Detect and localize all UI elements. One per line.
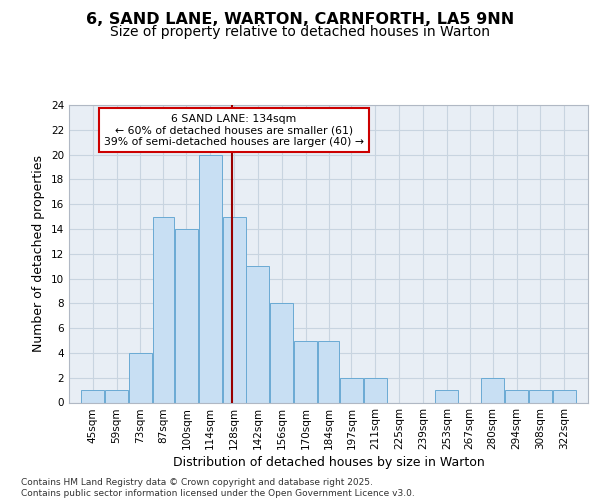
Bar [435,390,458,402]
Bar [82,390,104,402]
Bar [199,154,222,402]
Text: Size of property relative to detached houses in Warton: Size of property relative to detached ho… [110,25,490,39]
Bar [129,353,152,403]
Bar [270,304,293,402]
Bar [153,216,174,402]
Bar [340,378,363,402]
Bar [318,340,339,402]
Text: Contains HM Land Registry data © Crown copyright and database right 2025.
Contai: Contains HM Land Registry data © Crown c… [21,478,415,498]
Bar [481,378,504,402]
Bar [175,229,198,402]
Bar [553,390,575,402]
X-axis label: Distribution of detached houses by size in Warton: Distribution of detached houses by size … [173,456,484,469]
Bar [223,216,245,402]
Text: 6 SAND LANE: 134sqm
← 60% of detached houses are smaller (61)
39% of semi-detach: 6 SAND LANE: 134sqm ← 60% of detached ho… [104,114,364,147]
Text: 6, SAND LANE, WARTON, CARNFORTH, LA5 9NN: 6, SAND LANE, WARTON, CARNFORTH, LA5 9NN [86,12,514,28]
Bar [505,390,528,402]
Bar [364,378,387,402]
Bar [247,266,269,402]
Y-axis label: Number of detached properties: Number of detached properties [32,155,46,352]
Bar [105,390,128,402]
Bar [294,340,317,402]
Bar [529,390,552,402]
